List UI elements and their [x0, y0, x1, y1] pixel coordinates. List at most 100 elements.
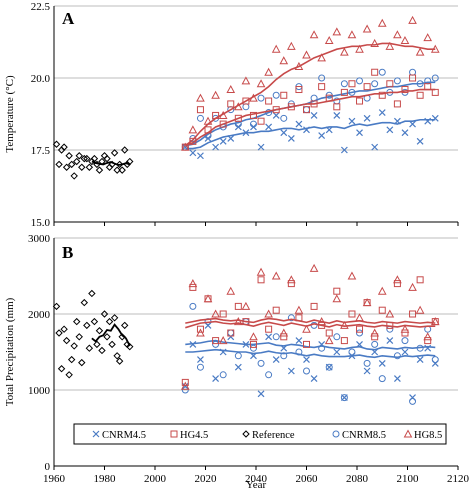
data-point [377, 286, 387, 295]
data-point [310, 302, 318, 310]
data-point [80, 154, 89, 163]
data-point [227, 329, 235, 337]
x-tick-label: 2040 [245, 473, 268, 485]
data-point [416, 276, 424, 284]
data-point [355, 44, 364, 53]
data-point [401, 337, 409, 345]
data-point [409, 120, 416, 128]
data-point [362, 298, 372, 307]
data-point [416, 91, 424, 99]
data-point [272, 112, 280, 119]
data-point [416, 356, 424, 364]
data-point [287, 275, 296, 284]
y-tick-label: 15.0 [31, 217, 51, 229]
data-point [113, 166, 121, 174]
data-point [249, 120, 257, 128]
data-point [271, 271, 281, 280]
data-point [211, 90, 220, 99]
legend-label: HG4.5 [180, 430, 208, 441]
data-point [189, 302, 197, 310]
data-point [212, 143, 220, 151]
y-tick-label: 3000 [28, 233, 51, 245]
data-point [88, 289, 96, 298]
data-point [180, 381, 190, 390]
data-point [249, 332, 258, 341]
data-point [196, 328, 205, 337]
legend-box [73, 423, 447, 445]
data-point [409, 74, 417, 82]
data-point [393, 275, 402, 284]
data-point [196, 106, 204, 114]
data-point [409, 310, 417, 318]
data-point [265, 97, 273, 105]
trend-line [185, 339, 436, 351]
x-tick-label: 1980 [94, 473, 117, 485]
data-point [65, 371, 73, 379]
data-point [378, 375, 386, 383]
data-point [431, 356, 439, 364]
data-point [60, 143, 68, 151]
data-point [295, 86, 303, 94]
data-point [126, 342, 134, 351]
data-point [105, 317, 114, 326]
series-cnrm4-5 [181, 109, 439, 160]
data-point [98, 346, 106, 355]
trend-line [184, 42, 436, 147]
data-point [333, 333, 341, 341]
data-point [356, 329, 364, 337]
data-point [113, 352, 121, 360]
data-point [75, 333, 83, 341]
data-point [317, 53, 326, 62]
data-point [295, 337, 303, 345]
data-point [408, 282, 417, 291]
data-point [108, 340, 116, 349]
data-point [362, 24, 372, 33]
panel-letter: A [62, 9, 75, 28]
trend-line [185, 118, 436, 150]
data-point [67, 160, 76, 169]
data-point [333, 112, 341, 119]
panel-letter: B [62, 243, 73, 262]
data-point [325, 329, 333, 337]
series-cnrm4-5 [181, 321, 439, 402]
data-point [73, 317, 81, 326]
data-point [62, 163, 71, 171]
data-point [226, 84, 236, 94]
data-point [347, 30, 357, 39]
data-point [400, 36, 410, 45]
data-point [212, 340, 220, 348]
y-tick-label: 2000 [28, 309, 51, 321]
data-point [249, 111, 257, 119]
data-point [355, 313, 364, 322]
legend-label: CNRM8.5 [342, 430, 386, 441]
data-point [257, 143, 265, 151]
data-point [234, 114, 242, 122]
data-point [272, 91, 280, 99]
data-point [416, 137, 424, 145]
data-point [430, 317, 440, 326]
data-point [386, 80, 394, 88]
panel-a-temperature: 15.0 17.5 20.0 22.5 A Temperature (°C) [4, 1, 459, 229]
x-axis-label: Year [246, 479, 267, 491]
data-point [75, 152, 83, 160]
data-point [181, 386, 189, 394]
data-point [287, 135, 295, 142]
data-point [287, 314, 295, 322]
legend-label: Reference [252, 430, 295, 441]
data-point [371, 340, 379, 348]
data-point [431, 74, 439, 82]
data-point [83, 154, 91, 163]
data-point [55, 329, 63, 337]
data-point [385, 309, 395, 318]
data-point [333, 103, 341, 111]
data-point [303, 356, 310, 364]
data-point [310, 112, 318, 119]
y-tick-label: 17.5 [31, 145, 51, 157]
data-point [333, 287, 341, 295]
data-point [408, 15, 417, 24]
data-point [294, 305, 304, 314]
data-point [302, 50, 311, 59]
data-point [287, 280, 295, 288]
data-point [226, 286, 236, 295]
data-point [219, 137, 227, 145]
